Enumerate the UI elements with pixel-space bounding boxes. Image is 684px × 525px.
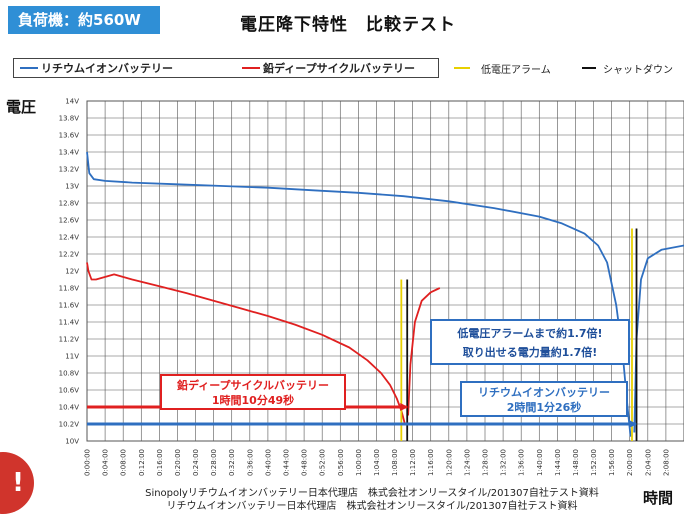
y-tick-label: 13.4V bbox=[59, 149, 80, 157]
lithium-callout-name: リチウムイオンバッテリー bbox=[478, 386, 610, 399]
y-tick-label: 10.4V bbox=[59, 404, 80, 412]
legend-alarm-label: 低電圧アラーム bbox=[481, 64, 551, 76]
x-tick-label: 1:52:00 bbox=[590, 449, 598, 476]
x-tick-label: 0:12:00 bbox=[138, 449, 146, 476]
lithium-callout-time: 2時間1分26秒 bbox=[506, 401, 582, 414]
x-tick-label: 0:08:00 bbox=[120, 449, 128, 476]
x-tick-label: 2:04:00 bbox=[644, 449, 652, 476]
legend-lead-label: 鉛ディープサイクルバッテリー bbox=[263, 62, 416, 75]
x-tick-label: 1:12:00 bbox=[409, 449, 417, 476]
y-tick-label: 10.2V bbox=[59, 421, 80, 429]
legend-lead-swatch bbox=[242, 67, 260, 69]
x-tick-label: 1:08:00 bbox=[391, 449, 399, 476]
x-tick-label: 0:52:00 bbox=[319, 449, 327, 476]
footer-line-1: Sinopolyリチウムイオンバッテリー日本代理店 株式会社オンリースタイル/2… bbox=[145, 488, 599, 499]
y-tick-label: 11.6V bbox=[59, 302, 80, 310]
y-tick-label: 10.8V bbox=[59, 370, 80, 378]
x-tick-label: 0:32:00 bbox=[228, 449, 236, 476]
y-tick-label: 13.8V bbox=[59, 115, 80, 123]
x-tick-label: 1:28:00 bbox=[482, 449, 490, 476]
legend-lithium-label: リチウムイオンバッテリー bbox=[41, 62, 173, 75]
y-tick-label: 10.6V bbox=[59, 387, 80, 395]
y-tick-label: 10V bbox=[65, 438, 79, 446]
x-tick-label: 1:20:00 bbox=[445, 449, 453, 476]
lithium-callout: リチウムイオンバッテリー 2時間1分26秒 bbox=[460, 381, 628, 417]
y-tick-label: 11.8V bbox=[59, 285, 80, 293]
x-tick-label: 0:40:00 bbox=[264, 449, 272, 476]
chart-title: 電圧降下特性 比較テスト bbox=[240, 15, 456, 35]
x-tick-label: 1:36:00 bbox=[518, 449, 526, 476]
y-tick-label: 12.4V bbox=[59, 234, 80, 242]
x-tick-label: 1:04:00 bbox=[373, 449, 381, 476]
x-tick-label: 0:28:00 bbox=[210, 449, 218, 476]
x-tick-label: 1:40:00 bbox=[536, 449, 544, 476]
x-axis-label: 時間 bbox=[643, 489, 674, 507]
x-tick-label: 0:20:00 bbox=[174, 449, 182, 476]
y-tick-label: 14V bbox=[65, 98, 79, 106]
x-tick-label: 1:56:00 bbox=[608, 449, 616, 476]
x-tick-label: 0:56:00 bbox=[337, 449, 345, 476]
x-tick-label: 0:00:00 bbox=[84, 449, 92, 476]
legend-shutdown-label: シャットダウン bbox=[603, 64, 673, 76]
legend-box: リチウムイオンバッテリー 鉛ディープサイクルバッテリー bbox=[13, 58, 439, 78]
footer: Sinopolyリチウムイオンバッテリー日本代理店 株式会社オンリースタイル/2… bbox=[0, 487, 684, 513]
x-tick-label: 1:24:00 bbox=[463, 449, 471, 476]
x-tick-label: 1:48:00 bbox=[572, 449, 580, 476]
x-tick-label: 1:32:00 bbox=[500, 449, 508, 476]
y-tick-label: 13V bbox=[65, 183, 79, 191]
legend-alarm-swatch bbox=[454, 67, 470, 69]
series-line-3 bbox=[407, 287, 441, 416]
x-tick-label: 0:04:00 bbox=[102, 449, 110, 476]
legend-shutdown: シャットダウン bbox=[582, 59, 673, 77]
y-tick-label: 12V bbox=[65, 268, 79, 276]
x-tick-label: 0:24:00 bbox=[192, 449, 200, 476]
lead-callout: 鉛ディープサイクルバッテリー 1時間10分49秒 bbox=[160, 374, 346, 410]
y-tick-label: 13.6V bbox=[59, 132, 80, 140]
legend-lead: 鉛ディープサイクルバッテリー bbox=[242, 59, 415, 77]
y-tick-label: 11.2V bbox=[59, 336, 80, 344]
x-tick-label: 0:44:00 bbox=[283, 449, 291, 476]
x-tick-label: 2:00:00 bbox=[626, 449, 634, 476]
y-tick-label: 11V bbox=[65, 353, 79, 361]
y-tick-label: 12.6V bbox=[59, 217, 80, 225]
comparison-line-1: 低電圧アラームまで約1.7倍! bbox=[457, 327, 603, 340]
legend-lithium: リチウムイオンバッテリー bbox=[20, 59, 173, 77]
lead-callout-name: 鉛ディープサイクルバッテリー bbox=[176, 379, 330, 392]
footer-line-2: リチウムイオンバッテリー日本代理店 株式会社オンリースタイル/201307自社テ… bbox=[166, 501, 578, 512]
series-line-2 bbox=[86, 262, 408, 425]
x-tick-label: 1:44:00 bbox=[554, 449, 562, 476]
legend-lithium-swatch bbox=[20, 67, 38, 69]
x-tick-label: 1:00:00 bbox=[355, 449, 363, 476]
x-tick-label: 2:08:00 bbox=[662, 449, 670, 476]
y-tick-label: 12.2V bbox=[59, 251, 80, 259]
lead-callout-time: 1時間10分49秒 bbox=[211, 394, 295, 407]
y-tick-label: 13.2V bbox=[59, 166, 80, 174]
y-tick-label: 12.8V bbox=[59, 200, 80, 208]
x-tick-label: 0:16:00 bbox=[156, 449, 164, 476]
load-badge: 負荷機：約560W bbox=[8, 6, 160, 34]
series-line-0 bbox=[86, 151, 632, 437]
comparison-line-2: 取り出せる電力量約1.7倍! bbox=[462, 346, 598, 359]
x-tick-label: 0:48:00 bbox=[301, 449, 309, 476]
y-tick-label: 11.4V bbox=[59, 319, 80, 327]
legend-alarm: 低電圧アラーム bbox=[454, 59, 551, 77]
x-tick-label: 1:16:00 bbox=[427, 449, 435, 476]
legend-shutdown-swatch bbox=[582, 67, 596, 69]
comparison-callout: 低電圧アラームまで約1.7倍! 取り出せる電力量約1.7倍! bbox=[430, 319, 630, 365]
y-axis-label: 電圧 bbox=[6, 98, 37, 116]
x-tick-label: 0:36:00 bbox=[246, 449, 254, 476]
